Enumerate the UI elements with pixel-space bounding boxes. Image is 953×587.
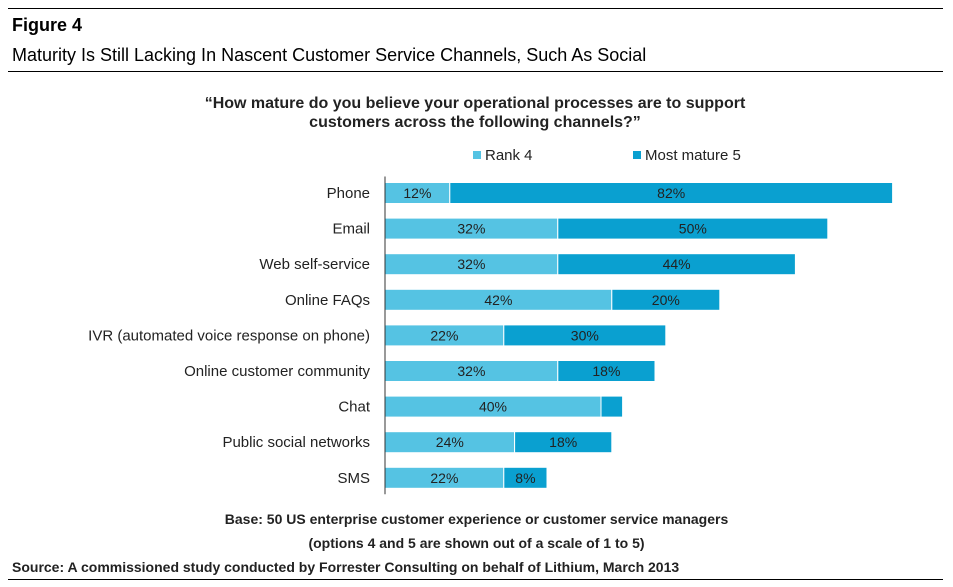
bar-segment-mature5 [449, 182, 894, 204]
data-label: 82% [657, 185, 685, 201]
data-label: 30% [571, 327, 599, 343]
bar-segment-mature5 [557, 253, 796, 276]
data-label: 24% [436, 434, 464, 450]
bottom-rule [8, 579, 943, 580]
bar-segment-mature5 [514, 431, 613, 454]
data-label: 20% [652, 292, 680, 308]
data-label: 32% [457, 221, 485, 237]
data-label: 32% [457, 256, 485, 272]
data-label: 22% [430, 470, 458, 486]
data-label: 32% [457, 363, 485, 379]
bar-segment-mature5 [557, 360, 656, 382]
data-label: 40% [479, 399, 507, 415]
legend-swatch-2 [633, 151, 641, 159]
bar-segment-mature5 [503, 466, 548, 489]
bar-segment-mature5 [557, 217, 829, 240]
title-rule [8, 71, 943, 72]
category-label: Chat [338, 399, 371, 416]
source-note: Source: A commissioned study conducted b… [12, 559, 680, 575]
category-label: Web self-service [259, 256, 370, 273]
bar-segment-mature5 [503, 324, 667, 347]
scale-note: (options 4 and 5 are shown out of a scal… [308, 535, 645, 551]
chart-title-line-2: customers across the following channels?… [309, 114, 641, 131]
data-label: 8% [515, 470, 535, 486]
legend-swatch-1 [473, 151, 481, 159]
bar-segment-mature5 [600, 395, 624, 418]
category-label: SMS [337, 470, 370, 487]
data-label: 44% [663, 256, 691, 272]
data-label: 18% [549, 434, 577, 450]
base-note: Base: 50 US enterprise customer experien… [224, 511, 729, 527]
stacked-bar-chart: Rank 4 Most mature 5 Phone 12% 82% Email 32% 50… [88, 147, 894, 495]
category-label: Online FAQs [285, 292, 370, 309]
category-label: Phone [327, 185, 370, 202]
data-label: 50% [679, 221, 707, 237]
category-label: Online customer community [184, 363, 370, 380]
bar-segment-mature5 [611, 288, 721, 311]
chart-title-line-1: “How mature do you believe your operatio… [204, 95, 746, 112]
data-label: 42% [484, 292, 512, 308]
data-label: 18% [592, 363, 620, 379]
chart-title: “How mature do you believe your operatio… [150, 94, 800, 132]
legend-label-2: Most mature 5 [645, 147, 741, 164]
category-label: Email [332, 221, 370, 238]
data-label: 12% [403, 185, 431, 201]
figure-label: Figure 4 [12, 15, 83, 35]
data-label: 22% [430, 327, 458, 343]
figure-title: Maturity Is Still Lacking In Nascent Cus… [12, 45, 647, 65]
legend-label-1: Rank 4 [485, 147, 533, 164]
top-rule [8, 8, 943, 9]
category-label: Public social networks [222, 434, 370, 451]
category-label: IVR (automated voice response on phone) [88, 327, 370, 344]
